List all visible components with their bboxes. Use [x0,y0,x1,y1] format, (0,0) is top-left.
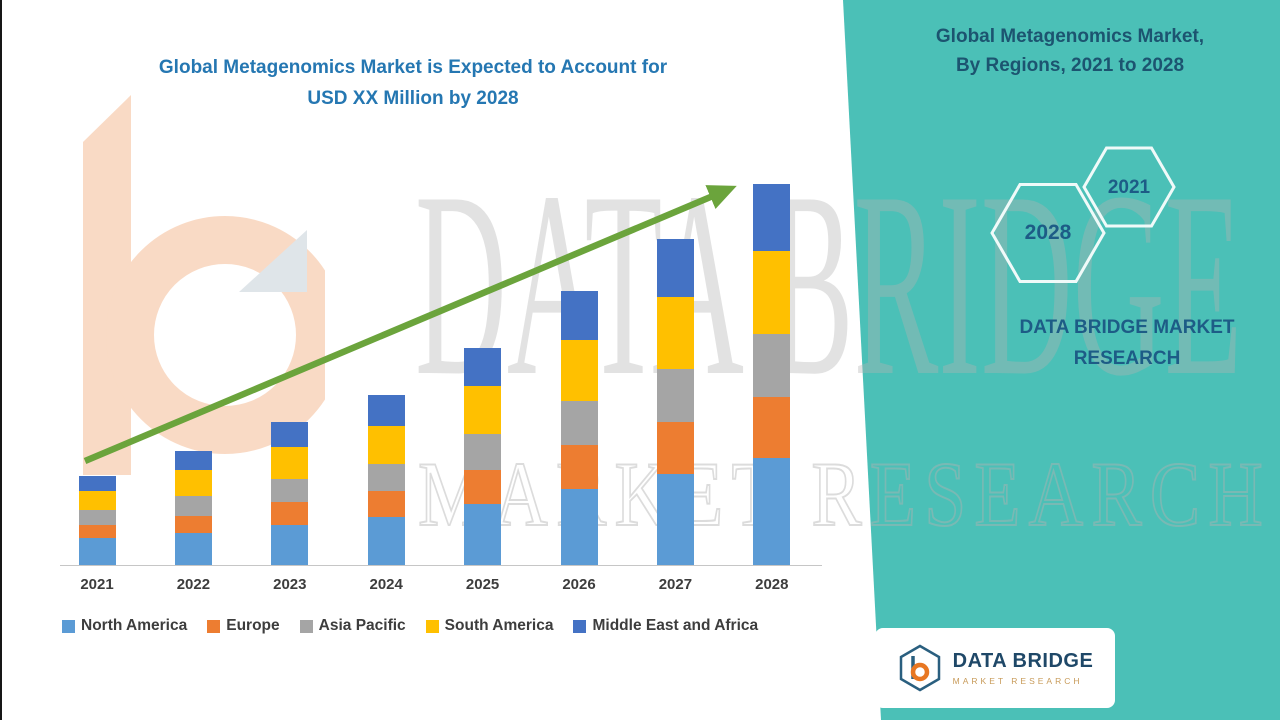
bar-2022 [174,450,212,565]
bar-segment-europe [656,422,694,474]
bar-segment-south-america [78,490,116,510]
bar-segment-asia-pacific [753,334,791,398]
bar-segment-middle-east-and-africa [78,475,116,491]
bar-segment-south-america [656,296,694,369]
bar-segment-middle-east-and-africa [464,347,502,386]
x-axis-label: 2028 [755,576,789,593]
bar-segment-asia-pacific [174,496,212,516]
legend-label: South America [444,617,554,634]
bar-segment-north-america [78,538,116,565]
bar-segment-asia-pacific [367,464,405,491]
bar-segment-middle-east-and-africa [174,450,212,470]
bar-segment-asia-pacific [464,433,502,470]
x-axis-label: 2023 [273,576,307,593]
logo-hexagon-icon [899,644,940,692]
legend-item: South America [425,617,554,635]
bar-segment-middle-east-and-africa [656,239,694,297]
legend: North America Europe Asia Pacific South Ame… [62,617,837,635]
legend-item: Middle East and Africa [573,617,758,635]
legend-item: Europe [207,617,280,635]
bar-2025 [464,347,502,565]
legend-label: Asia Pacific [318,617,406,634]
bar-segment-asia-pacific [560,401,598,446]
bar-segment-north-america [174,532,212,565]
logo-card: DATA BRIDGE MARKET RESEARCH [875,628,1115,708]
chart-title-line2: USD XX Million by 2028 [307,88,519,109]
bar-segment-middle-east-and-africa [560,290,598,341]
x-axis-label: 2026 [562,576,596,593]
bar-segment-north-america [560,488,598,565]
hexagon-badge-2021: 2021 [1107,177,1151,198]
bar-segment-europe [367,490,405,518]
bar-segment-south-america [367,425,405,465]
bar-segment-south-america [560,340,598,402]
bar-segment-europe [560,445,598,489]
bar-segment-europe [78,525,116,539]
bar-segment-europe [753,397,791,459]
bar-segment-south-america [271,446,309,480]
right-panel-title-line1: Global Metagenomics Market, [935,26,1205,47]
x-axis-label: 2027 [658,576,693,593]
bar-segment-asia-pacific [78,509,116,526]
bar-segment-asia-pacific [271,479,309,503]
legend-swatch [207,619,221,633]
legend-item: North America [62,617,187,635]
logo-text-block: DATA BRIDGE MARKET RESEARCH [953,650,1094,686]
bar-segment-south-america [753,250,791,335]
bar-segment-asia-pacific [656,368,694,423]
x-axis-label: 2021 [80,576,114,593]
brand-text-line1: DATA BRIDGE MARKET [1019,317,1235,338]
legend-swatch [299,619,313,633]
right-panel-title-line2: By Regions, 2021 to 2028 [955,55,1185,76]
hexagon-badge-2028: 2028 [1024,221,1072,244]
x-axis-label: 2022 [176,576,211,593]
bar-segment-north-america [753,458,791,565]
chart-title-line1: Global Metagenomics Market is Expected t… [158,57,668,78]
bar-segment-europe [174,515,212,533]
legend-swatch [62,619,75,633]
left-edge-line [0,0,2,720]
x-axis-label: 2024 [369,576,403,593]
bar-2026 [560,290,598,565]
brand-text: DATA BRIDGE MARKET RESEARCH [987,312,1267,374]
right-panel-title: Global Metagenomics Market, By Regions, … [880,22,1260,80]
legend-label: North America [81,617,188,634]
legend-swatch [425,619,439,633]
bar-segment-south-america [464,385,502,434]
bar-segment-north-america [367,517,405,565]
hexagon-badges [990,146,1176,283]
bar-segment-south-america [174,469,212,497]
logo-name: DATA BRIDGE [952,650,1094,672]
bar-2024 [367,395,405,565]
x-axis-label: 2025 [465,576,500,593]
chart-area [60,180,822,565]
bar-segment-north-america [464,504,502,565]
bar-2027 [656,239,694,565]
bar-segment-middle-east-and-africa [271,422,309,447]
logo-tagline: MARKET RESEARCH [952,676,1083,686]
bar-segment-middle-east-and-africa [367,395,405,426]
legend-label: Europe [226,617,280,634]
bar-2021 [78,475,116,565]
legend-item: Asia Pacific [299,617,406,635]
legend-swatch [573,619,587,633]
chart-title: Global Metagenomics Market is Expected t… [33,52,793,114]
bar-segment-north-america [271,525,309,565]
bar-segment-europe [271,502,309,525]
x-axis-labels: 2021 2022 2023 2024 2025 2026 2027 2028 [60,576,822,598]
bar-segment-north-america [656,473,694,565]
bar-segment-europe [464,469,502,504]
x-axis-line [60,565,822,566]
legend-label: Middle East and Africa [592,617,759,634]
bar-segment-middle-east-and-africa [753,183,791,251]
bar-2023 [271,422,309,565]
bar-2028 [753,183,791,565]
brand-text-line2: RESEARCH [1073,348,1181,369]
